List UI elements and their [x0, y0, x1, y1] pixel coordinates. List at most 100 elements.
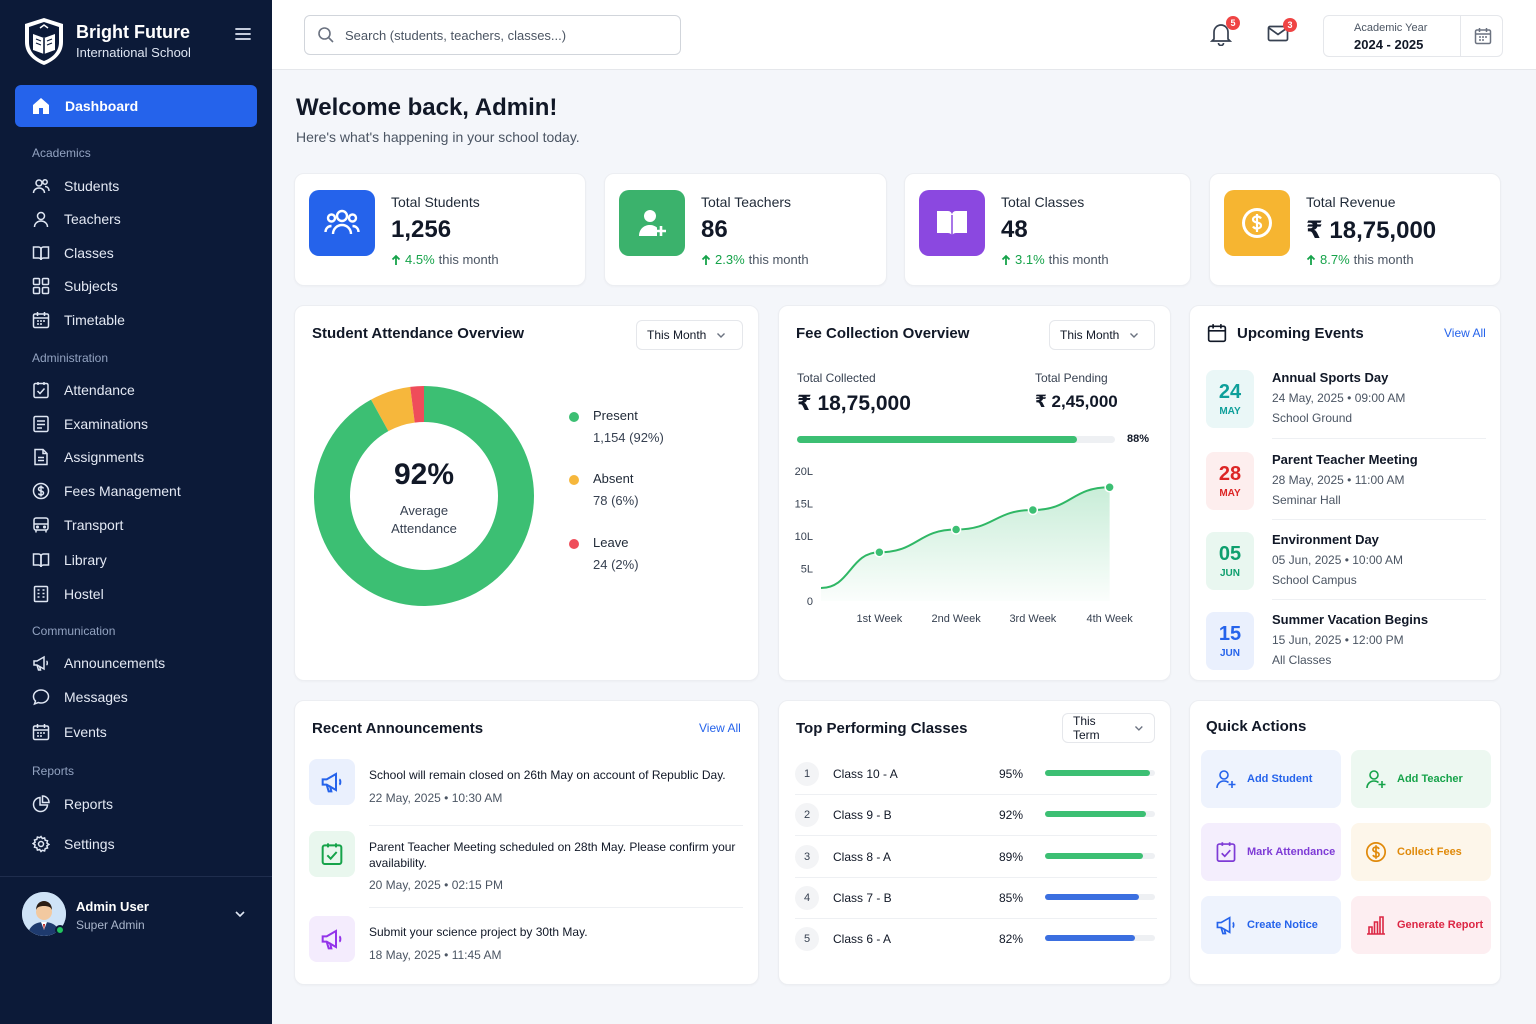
data-point[interactable]	[950, 524, 962, 535]
sidebar-item-assignments[interactable]: Assignments	[32, 442, 144, 472]
data-point[interactable]	[1104, 482, 1115, 493]
notifications-button[interactable]: 5	[1210, 16, 1240, 46]
sidebar-item-examinations[interactable]: Examinations	[32, 409, 148, 439]
event-datetime: 28 May, 2025 • 11:00 AM	[1272, 473, 1405, 487]
sidebar-item-attendance[interactable]: Attendance	[32, 375, 135, 405]
attendance-period-dropdown[interactable]: This Month	[636, 320, 743, 350]
y-tick-label: 20L	[795, 466, 813, 478]
event-month: JUN	[1219, 568, 1240, 579]
sidebar-item-hostel[interactable]: Hostel	[32, 579, 104, 609]
events-view-all-link[interactable]: View All	[1444, 326, 1486, 340]
class-rank-row[interactable]: 1 Class 10 - A 95%	[795, 754, 1157, 794]
add-student-button[interactable]: Add Student	[1201, 750, 1341, 808]
donut-slice-leave[interactable]	[410, 386, 424, 423]
event-item[interactable]: 15 JUN Summer Vacation Begins 15 Jun, 20…	[1206, 612, 1490, 684]
y-tick-label: 15L	[795, 499, 813, 511]
sidebar-item-dashboard[interactable]: Dashboard	[15, 85, 257, 127]
sidebar-item-students[interactable]: Students	[32, 171, 119, 201]
stat-card-revenue[interactable]: Total Revenue ₹ 18,75,000 8.7% this mont…	[1209, 173, 1501, 286]
sidebar-item-subjects[interactable]: Subjects	[32, 271, 118, 301]
stat-change: 2.3% this month	[701, 252, 809, 267]
search-input[interactable]	[345, 27, 665, 43]
card-title: Student Attendance Overview	[312, 325, 524, 342]
event-item[interactable]: 05 JUN Environment Day 05 Jun, 2025 • 10…	[1206, 532, 1490, 604]
card-title: Fee Collection Overview	[796, 325, 970, 342]
file-icon	[32, 448, 50, 466]
arrow-up-icon	[1306, 254, 1316, 265]
stat-card-students[interactable]: Total Students 1,256 4.5% this month	[294, 173, 586, 286]
event-item[interactable]: 28 MAY Parent Teacher Meeting 28 May, 20…	[1206, 452, 1490, 524]
stat-card-teachers[interactable]: Total Teachers 86 2.3% this month	[604, 173, 887, 286]
sidebar-item-announcements[interactable]: Announcements	[32, 648, 165, 678]
announcement-item[interactable]: Submit your science project by 30th May.…	[309, 916, 739, 976]
sidebar-item-label: Students	[64, 178, 120, 194]
add-teacher-button[interactable]: Add Teacher	[1351, 750, 1491, 808]
divider	[795, 918, 1157, 919]
school-subtitle: International School	[76, 45, 191, 60]
class-rank-row[interactable]: 2 Class 9 - B 92%	[795, 795, 1157, 835]
class-name: Class 7 - B	[833, 891, 892, 905]
event-item[interactable]: 24 MAY Annual Sports Day 24 May, 2025 • …	[1206, 370, 1490, 442]
messages-button[interactable]: 3	[1267, 18, 1297, 44]
sidebar-item-transport[interactable]: Transport	[32, 510, 123, 540]
sidebar-item-label: Settings	[64, 836, 115, 852]
class-percent: 85%	[999, 891, 1024, 905]
brand[interactable]: Bright Future International School	[22, 16, 262, 68]
announcement-icon-box	[309, 759, 355, 805]
announcements-view-all-link[interactable]: View All	[699, 721, 741, 735]
stat-change-suffix: this month	[748, 252, 809, 267]
sidebar-item-messages[interactable]: Messages	[32, 682, 128, 712]
stat-card-classes[interactable]: Total Classes 48 3.1% this month	[904, 173, 1191, 286]
data-point[interactable]	[874, 547, 885, 558]
stat-change-suffix: this month	[1353, 252, 1414, 267]
class-percent: 89%	[999, 850, 1024, 864]
stat-value: 86	[701, 216, 728, 243]
search-box[interactable]	[304, 15, 681, 55]
chevron-down-icon[interactable]	[234, 908, 246, 920]
sidebar-item-timetable[interactable]: Timetable	[32, 305, 125, 335]
collect-fees-button[interactable]: Collect Fees	[1351, 823, 1491, 881]
calendar-button[interactable]	[1460, 16, 1504, 56]
stat-change: 4.5% this month	[391, 252, 499, 267]
term-dropdown[interactable]: This Term	[1062, 713, 1155, 743]
y-tick-label: 5L	[801, 564, 813, 576]
data-point[interactable]	[1027, 504, 1039, 516]
stat-value: ₹ 18,75,000	[1306, 217, 1437, 244]
announcement-text: School will remain closed on 26th May on…	[369, 768, 726, 782]
sidebar-item-teachers[interactable]: Teachers	[32, 204, 121, 234]
announcement-item[interactable]: School will remain closed on 26th May on…	[309, 759, 739, 819]
card-title: Recent Announcements	[312, 720, 484, 737]
sidebar-item-events[interactable]: Events	[32, 717, 107, 747]
class-rank-row[interactable]: 4 Class 7 - B 85%	[795, 878, 1157, 918]
sidebar-item-label: Examinations	[64, 416, 149, 432]
class-rank-row[interactable]: 5 Class 6 - A 82%	[795, 919, 1157, 959]
legend-dot	[569, 539, 579, 549]
menu-icon[interactable]	[234, 26, 252, 42]
sidebar-item-library[interactable]: Library	[32, 545, 107, 575]
x-tick-label: 4th Week	[1086, 613, 1133, 625]
event-day: 28	[1218, 463, 1242, 485]
fee-period-dropdown[interactable]: This Month	[1049, 320, 1155, 350]
donut-slice-present[interactable]	[314, 386, 534, 606]
class-progress-track	[1045, 894, 1155, 900]
create-notice-button[interactable]: Create Notice	[1201, 896, 1341, 954]
sidebar-item-fees-management[interactable]: Fees Management	[32, 476, 181, 506]
classes-stat-icon-box	[919, 190, 985, 256]
generate-report-button[interactable]: Generate Report	[1351, 896, 1491, 954]
announcement-item[interactable]: Parent Teacher Meeting scheduled on 28th…	[309, 831, 739, 903]
sidebar-item-settings[interactable]: Settings	[32, 829, 115, 859]
class-name: Class 8 - A	[833, 850, 892, 864]
sidebar-item-classes[interactable]: Classes	[32, 238, 114, 268]
legend-dot	[569, 412, 579, 422]
sidebar-item-reports[interactable]: Reports	[32, 789, 113, 819]
user-name: Admin User	[76, 899, 149, 914]
revenue-stat-icon-box	[1224, 190, 1290, 256]
event-day: 15	[1218, 623, 1242, 645]
series-area	[821, 487, 1110, 601]
class-rank-row[interactable]: 3 Class 8 - A 89%	[795, 837, 1157, 877]
donut-slice-absent[interactable]	[371, 386, 415, 432]
academic-year-selector[interactable]: Academic Year 2024 - 2025	[1323, 15, 1503, 57]
user-profile[interactable]: Admin User Super Admin	[22, 892, 252, 938]
mark-attendance-button[interactable]: Mark Attendance	[1201, 823, 1341, 881]
x-tick-label: 1st Week	[857, 613, 903, 625]
